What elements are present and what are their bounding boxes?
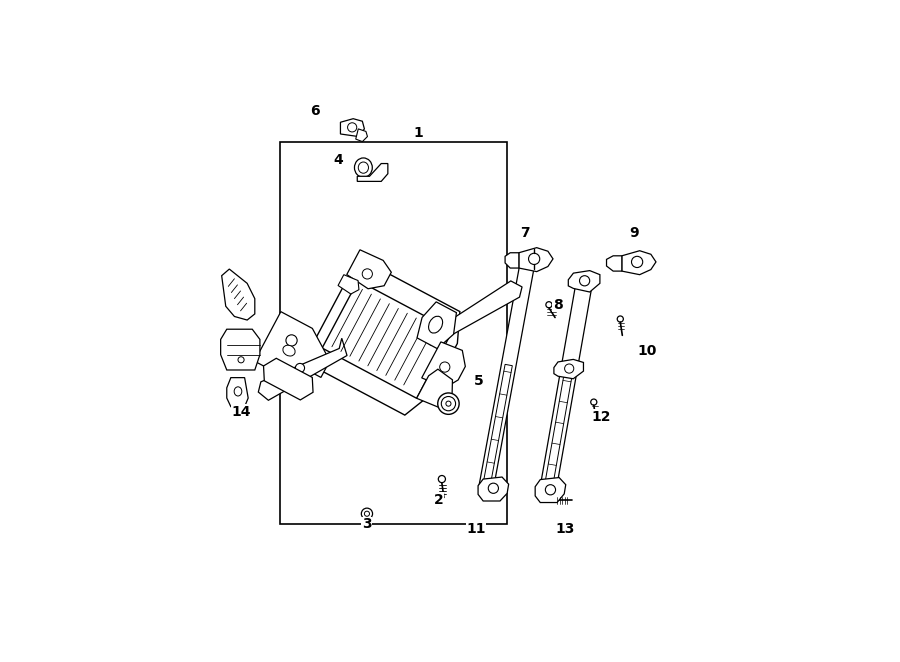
Polygon shape [554, 359, 583, 379]
Ellipse shape [428, 316, 443, 333]
Text: 7: 7 [520, 226, 530, 240]
Polygon shape [322, 281, 453, 399]
Ellipse shape [446, 401, 451, 406]
Polygon shape [479, 261, 535, 491]
Ellipse shape [347, 122, 356, 132]
Ellipse shape [440, 362, 450, 372]
Polygon shape [423, 281, 522, 345]
Polygon shape [568, 271, 600, 292]
Polygon shape [478, 477, 508, 501]
Ellipse shape [545, 485, 555, 495]
Polygon shape [519, 248, 553, 271]
Polygon shape [340, 118, 364, 136]
Polygon shape [220, 329, 260, 370]
Text: 6: 6 [310, 104, 320, 118]
Text: 14: 14 [231, 404, 251, 419]
Ellipse shape [238, 357, 244, 363]
Ellipse shape [617, 316, 624, 322]
Polygon shape [622, 251, 656, 275]
Text: 5: 5 [474, 374, 483, 388]
Ellipse shape [364, 511, 370, 516]
Polygon shape [536, 477, 566, 502]
Polygon shape [221, 269, 255, 320]
Ellipse shape [580, 275, 590, 286]
Ellipse shape [355, 158, 373, 177]
Polygon shape [540, 279, 592, 491]
Polygon shape [303, 258, 460, 415]
Text: 1: 1 [413, 126, 423, 140]
Text: 9: 9 [630, 226, 639, 240]
Polygon shape [338, 275, 359, 294]
Polygon shape [357, 164, 388, 181]
Polygon shape [417, 302, 456, 349]
Bar [280, 142, 507, 524]
Polygon shape [255, 312, 329, 383]
Polygon shape [505, 253, 519, 268]
Ellipse shape [441, 397, 455, 411]
Polygon shape [258, 338, 347, 401]
Text: 12: 12 [591, 410, 611, 424]
Ellipse shape [632, 256, 643, 267]
Ellipse shape [564, 364, 574, 373]
Ellipse shape [295, 363, 304, 373]
Polygon shape [264, 358, 313, 400]
Polygon shape [227, 377, 248, 406]
Text: 8: 8 [553, 298, 562, 312]
Text: 3: 3 [362, 518, 372, 532]
Ellipse shape [283, 345, 295, 356]
Ellipse shape [438, 475, 446, 483]
Polygon shape [346, 250, 392, 289]
Ellipse shape [234, 387, 242, 396]
Ellipse shape [489, 483, 499, 493]
Polygon shape [607, 256, 622, 271]
Polygon shape [417, 369, 453, 408]
Ellipse shape [546, 302, 552, 308]
Ellipse shape [358, 162, 368, 173]
Polygon shape [356, 129, 367, 142]
Text: 2: 2 [434, 493, 443, 507]
Polygon shape [422, 342, 465, 388]
Polygon shape [482, 364, 512, 491]
Text: 13: 13 [555, 522, 575, 536]
Text: 11: 11 [466, 522, 486, 536]
Ellipse shape [362, 269, 373, 279]
Ellipse shape [361, 508, 373, 520]
Ellipse shape [528, 254, 540, 265]
Ellipse shape [553, 495, 559, 500]
Ellipse shape [286, 335, 297, 346]
Ellipse shape [437, 393, 459, 414]
Ellipse shape [590, 399, 597, 405]
Polygon shape [544, 374, 572, 491]
Text: 4: 4 [333, 153, 343, 167]
Text: 10: 10 [637, 344, 656, 357]
